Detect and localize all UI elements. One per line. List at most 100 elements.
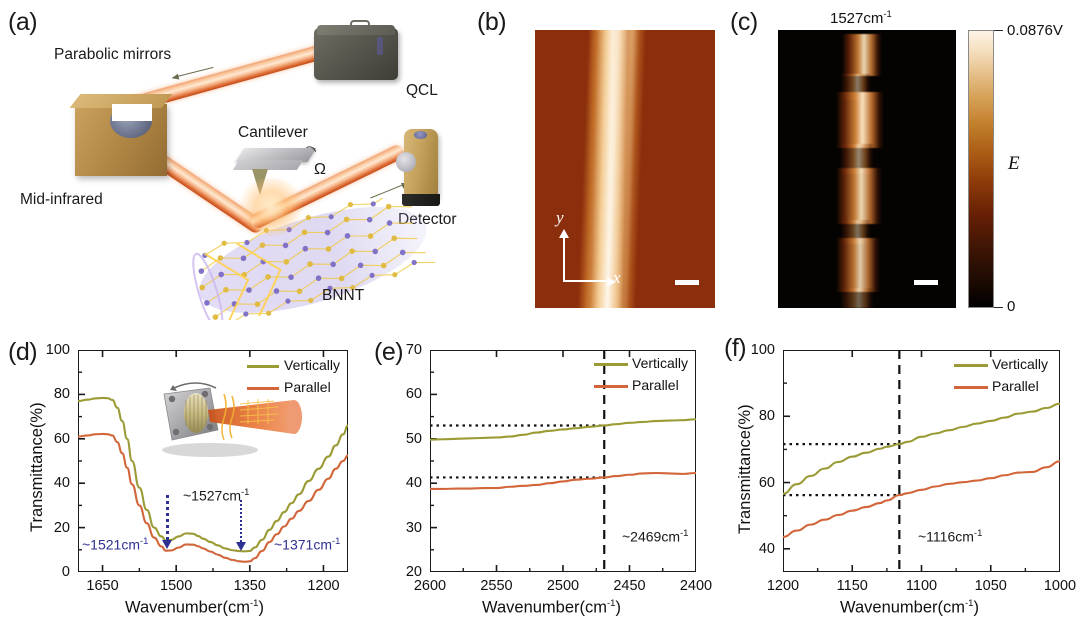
axis-tick-label-y: 100 xyxy=(45,342,70,358)
axis-tick-label-x: 1500 xyxy=(160,578,193,594)
pf-segment-5 xyxy=(836,168,882,224)
panel-e-annotation-2469: ~2469cm-1 xyxy=(622,528,688,545)
bnnt-label: BNNT xyxy=(322,287,365,304)
panel-f-legend-label-parallel: Parallel xyxy=(992,378,1039,394)
annotation-1521-text: ~1521cm xyxy=(82,536,140,553)
panel-d-letter: (d) xyxy=(8,338,38,366)
panel-e-legend-label-vertically: Vertically xyxy=(632,355,689,371)
panel-d-curves xyxy=(78,350,348,572)
axis-tick-label-x: 2550 xyxy=(480,578,513,594)
qcl-top-face xyxy=(317,25,395,35)
qcl-indicator-dot xyxy=(377,37,383,55)
axis-tick-label-y: 30 xyxy=(405,519,422,536)
axis-tick-label-y: 0 xyxy=(61,564,70,580)
axis-tick-label-y: 40 xyxy=(53,475,70,492)
scale-bar-c xyxy=(914,280,938,285)
panel-f-annotation-1116: ~1116cm-1 xyxy=(918,528,982,545)
afm-nanotube-feature-overlay xyxy=(583,30,635,308)
cantilever-label: Cantilever xyxy=(238,124,308,141)
axis-tick-label-x: 2400 xyxy=(679,578,713,594)
inset-device-svg xyxy=(162,382,302,457)
omega-symbol-label: Ω xyxy=(314,161,326,178)
scale-bar-b xyxy=(675,280,699,285)
detector-lens xyxy=(396,152,416,172)
bnnt-svg xyxy=(192,189,436,332)
axis-tick-label-y: 60 xyxy=(405,386,422,403)
annotation-2469-text: ~2469cm xyxy=(622,528,680,545)
annotation-1371-sup: -1 xyxy=(331,536,341,547)
colorbar-symbol-E: E xyxy=(1008,153,1020,174)
annotation-1116-sup: -1 xyxy=(973,528,983,539)
panel-c-title-superscript: -1 xyxy=(883,9,892,20)
axis-tick-label-y: 20 xyxy=(53,519,70,536)
panel-c-photothermal-map: (c) 1527cm-1 0.0876V 0 E xyxy=(730,0,1080,320)
panel-b-letter: (b) xyxy=(477,8,507,36)
axis-tick-label-x: 2500 xyxy=(546,578,580,594)
detector-base xyxy=(402,194,440,206)
axis-indicator-y-arrowhead xyxy=(559,229,569,238)
panel-d-yaxis-title: Transmittance(%) xyxy=(28,402,46,532)
colorbar-max-label: 0.0876V xyxy=(1007,22,1063,39)
axis-tick-label-x: 1200 xyxy=(766,578,800,594)
panel-c-title-text: 1527cm xyxy=(830,10,884,27)
axis-tick-label-x: 1150 xyxy=(836,578,868,594)
axis-tick-label-x: 1050 xyxy=(974,578,1007,594)
axis-tick-label-y: 80 xyxy=(53,386,70,403)
colorbar-min-label: 0 xyxy=(1007,298,1016,315)
panel-d-legend-label-vertically: Vertically xyxy=(284,357,341,373)
panel-f-legend-line-vertically xyxy=(954,364,988,367)
axis-indicator-x-label: x xyxy=(613,268,621,287)
panel-f-yaxis-title: Transmittance(%) xyxy=(736,404,754,534)
axis-tick-label-x: 1000 xyxy=(1043,578,1077,594)
axis-tick-label-y: 80 xyxy=(758,408,775,425)
axis-tick-label-y: 40 xyxy=(758,540,775,557)
panel-e-letter: (e) xyxy=(374,338,404,366)
pf-segment-1 xyxy=(842,34,882,76)
panel-e-xaxis-title: Wavenumber(cm-1) xyxy=(482,598,621,617)
axis-tick-label-x: 1200 xyxy=(307,578,340,594)
panel-d-legend-line-vertically xyxy=(247,365,279,368)
panel-d-annotation-1521: ~1521cm-1 xyxy=(82,536,148,553)
axis-tick-label-x: 2450 xyxy=(613,578,646,594)
colorbar-tick-min xyxy=(994,307,1003,309)
bnnt-nanotube xyxy=(185,189,436,332)
annotation-1116-text: ~1116cm xyxy=(918,528,974,545)
afm-topography-image: y x xyxy=(535,30,715,308)
panel-a-schematic: (a) QCL Parabolic mirrors Mid-infrared C… xyxy=(0,0,457,332)
panel-d-legend-label-parallel: Parallel xyxy=(284,379,331,395)
panel-f-plot: (f) Vertically Parallel ~1116cm-1 Wavenu… xyxy=(722,320,1080,620)
axis-tick-label-y: 60 xyxy=(758,474,775,491)
panel-c-title: 1527cm-1 xyxy=(830,9,892,27)
panel-e-legend-label-parallel: Parallel xyxy=(632,377,679,393)
panel-d-plot: (d) xyxy=(0,320,372,620)
axis-tick-label-x: 1350 xyxy=(233,578,266,594)
annotation-1527-sup: -1 xyxy=(240,487,250,498)
cantilever-plate-lower xyxy=(232,160,304,170)
panel-d-annotation-arrow-head xyxy=(161,540,172,549)
tip-sample-glow xyxy=(236,178,306,236)
pf-segment-7 xyxy=(836,238,880,292)
pf-segment-8 xyxy=(840,288,874,308)
panel-d-annotation-arrow-head xyxy=(235,542,246,551)
panel-f-xaxis-title: Wavenumber(cm-1) xyxy=(840,598,979,617)
axis-tick-label-y: 50 xyxy=(405,430,422,447)
pf-segment-3 xyxy=(836,92,884,148)
axis-tick-label-y: 100 xyxy=(750,342,775,358)
axis-tick-label-y: 20 xyxy=(405,564,422,580)
annotation-1371-text: ~1371cm xyxy=(274,536,332,553)
parabolic-mirror-notch xyxy=(112,104,152,121)
axis-tick-label-x: 2600 xyxy=(413,578,447,594)
panel-d-xaxis-title: Wavenumber(cm-1) xyxy=(125,598,264,617)
panel-f-letter: (f) xyxy=(724,334,747,362)
axis-indicator-y-line xyxy=(563,236,565,282)
panel-f-legend-label-vertically: Vertically xyxy=(992,356,1049,372)
axis-tick-label-y: 60 xyxy=(53,430,70,447)
panel-b-afm-topography: (b) y x xyxy=(455,0,730,320)
parabolic-mirrors-label: Parabolic mirrors xyxy=(54,46,172,63)
axis-tick-label-y: 70 xyxy=(405,342,422,358)
panel-d-legend-line-parallel xyxy=(247,387,279,390)
axis-indicator-y-label: y xyxy=(556,208,564,227)
panel-c-letter: (c) xyxy=(730,8,758,36)
panel-d-annotation-1527: ~1527cm-1 xyxy=(183,487,249,504)
